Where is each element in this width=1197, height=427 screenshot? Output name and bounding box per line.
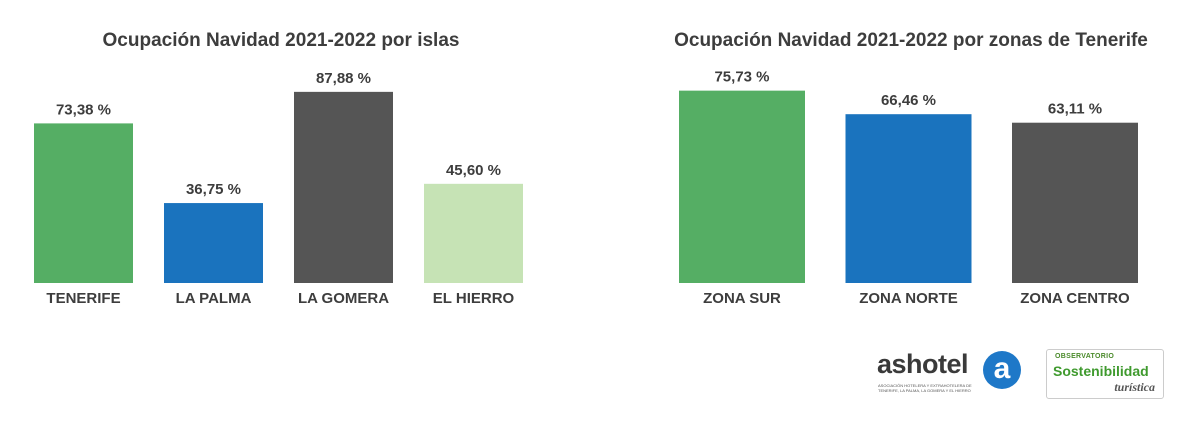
ashotel-a-icon: a [983, 351, 1021, 389]
category-label-zona-centro: ZONA CENTRO [1020, 290, 1130, 307]
observatorio-sostenibilidad-logo: OBSERVATORIO Sostenibilidad turística [1046, 349, 1164, 399]
value-label-la-gomera: 87,88 % [316, 70, 371, 87]
value-label-zona-sur: 75,73 % [714, 69, 769, 86]
observatorio-label: OBSERVATORIO [1055, 353, 1115, 360]
value-label-el-hierro: 45,60 % [446, 162, 501, 179]
value-label-la-palma: 36,75 % [186, 181, 241, 198]
value-label-zona-norte: 66,46 % [881, 92, 936, 109]
ashotel-logo: ashotel a ASOCIACIÓN HOTELERA Y EXTRAHOT… [877, 349, 1029, 397]
ashotel-wordmark: ashotel [877, 349, 969, 379]
sostenibilidad-label: Sostenibilidad [1053, 363, 1149, 379]
bar-tenerife [34, 123, 133, 283]
bar-zona-sur [679, 90, 805, 283]
bar-zona-centro [1012, 122, 1138, 284]
category-label-zona-sur: ZONA SUR [703, 290, 781, 307]
category-label-la-palma: LA PALMA [176, 290, 252, 307]
category-label-la-gomera: LA GOMERA [298, 290, 389, 307]
category-label-el-hierro: EL HIERRO [433, 290, 515, 307]
chart-zonas-tenerife: Ocupación Navidad 2021-2022 por zonas de… [674, 30, 1148, 307]
category-label-zona-norte: ZONA NORTE [859, 290, 958, 307]
bar-la-palma [164, 203, 263, 283]
chart-zonas-title: Ocupación Navidad 2021-2022 por zonas de… [674, 30, 1148, 51]
value-label-tenerife: 73,38 % [56, 101, 111, 118]
turistica-label: turística [1114, 380, 1155, 394]
value-label-zona-centro: 63,11 % [1048, 101, 1102, 118]
category-label-tenerife: TENERIFE [46, 290, 120, 307]
ashotel-subtitle: ASOCIACIÓN HOTELERA Y EXTRAHOTELERA DE T… [878, 383, 972, 393]
bar-la-gomera [294, 91, 393, 284]
bar-zona-norte [845, 114, 972, 284]
chart-islas: Ocupación Navidad 2021-2022 por islas 73… [34, 30, 523, 307]
bar-el-hierro [424, 183, 523, 283]
chart-islas-title: Ocupación Navidad 2021-2022 por islas [103, 30, 460, 51]
